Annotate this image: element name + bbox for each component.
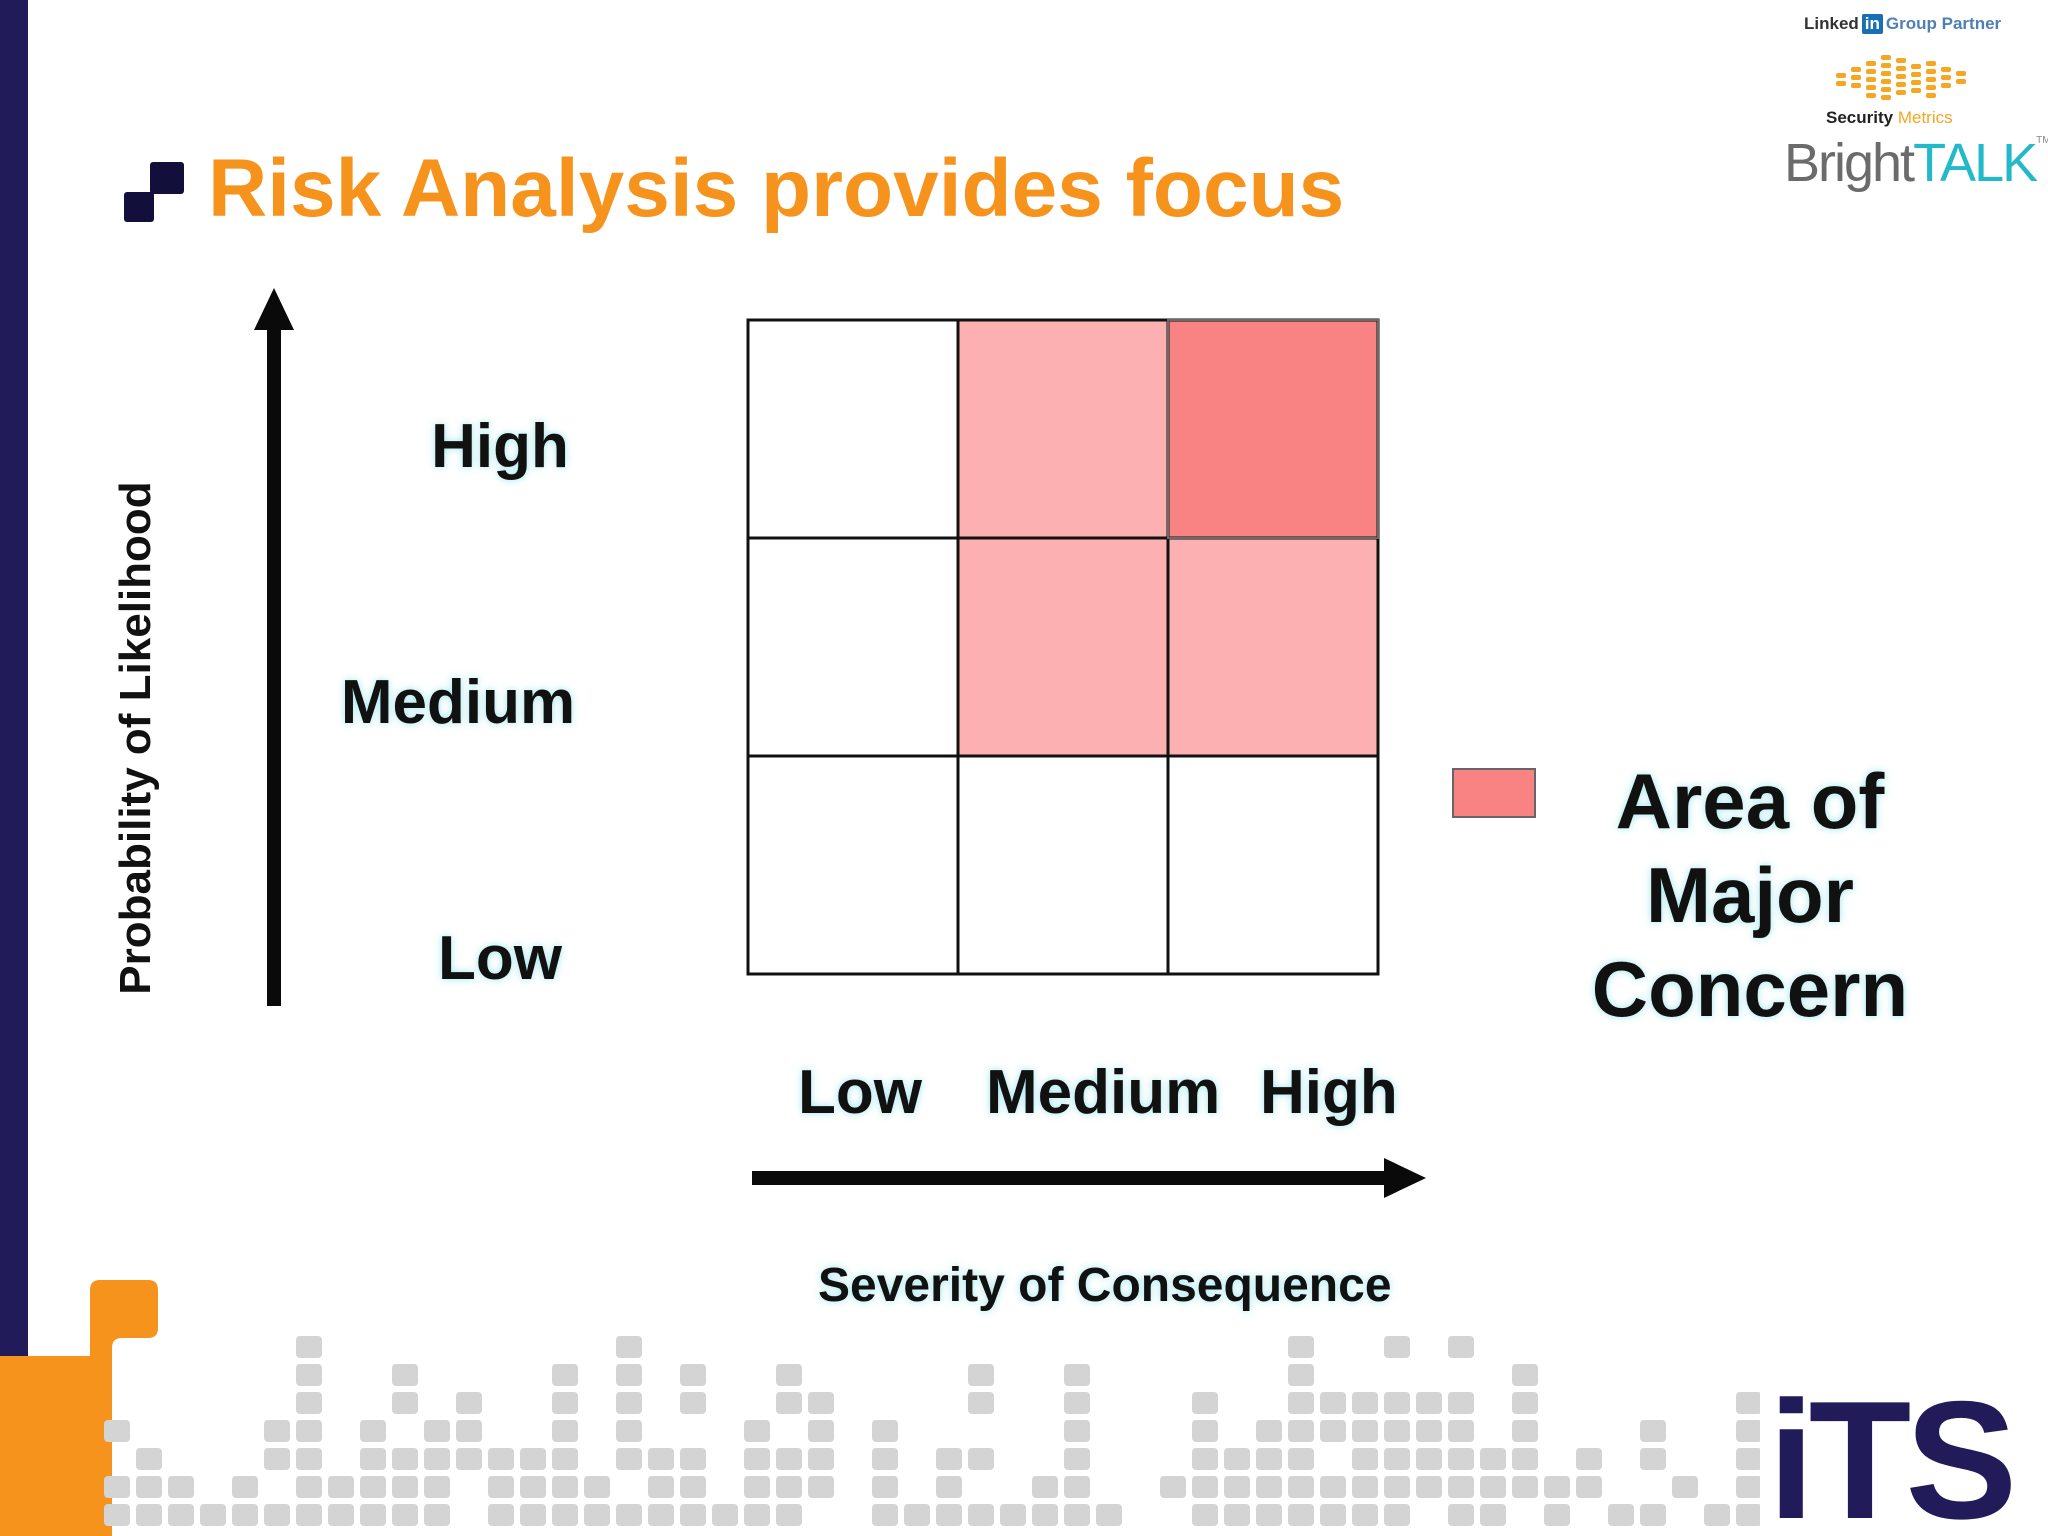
brighttalk-bright-text: Bright [1784, 133, 1915, 193]
x-level-low: Low [798, 1058, 922, 1127]
matrix-cell-medium-likelihood-low-severity [746, 536, 960, 758]
matrix-cell-low-likelihood-low-severity [746, 754, 960, 976]
matrix-cell-medium-likelihood-medium-severity [956, 536, 1170, 758]
security-metrics-icon [1836, 55, 1966, 100]
y-level-medium: Medium [340, 668, 576, 737]
matrix-cell-high-likelihood-low-severity [746, 318, 960, 540]
metrics-text: Metrics [1897, 108, 1953, 127]
y-axis-label: Probability of Likelihood [111, 481, 160, 995]
linkedin-wordmark: Linked [1804, 14, 1859, 33]
risk-matrix [746, 318, 1380, 976]
matrix-cell-high-likelihood-medium-severity [956, 318, 1170, 540]
grey-pixel-blocks [104, 1336, 1760, 1526]
matrix-cell-low-likelihood-high-severity [1166, 754, 1380, 976]
y-level-low: Low [438, 924, 562, 993]
pixel-pattern-decoration [0, 1280, 1760, 1536]
matrix-cell-low-likelihood-medium-severity [956, 754, 1170, 976]
linkedin-in-icon: in [1861, 14, 1883, 34]
matrix-cell-medium-likelihood-high-severity [1166, 536, 1380, 758]
y-level-high: High [431, 412, 569, 481]
matrix-cell-high-likelihood-high-severity [1166, 318, 1380, 540]
its-logo: iTS [1768, 1366, 2017, 1536]
slide-title: Risk Analysis provides focus [208, 143, 1345, 234]
security-text: Security [1826, 108, 1894, 127]
trademark-mark: TM [2036, 135, 2048, 146]
x-level-high: High [1260, 1058, 1398, 1127]
group-partner-text: Group Partner [1885, 14, 2002, 33]
orange-corner-shape [0, 1280, 158, 1536]
bullet-icon [124, 162, 184, 222]
x-axis-arrow [752, 1158, 1426, 1198]
matrix-highlight-outline [1167, 319, 1379, 539]
linkedin-group-partner: Linked in Group Partner [1804, 14, 2001, 34]
y-axis-arrow [254, 288, 294, 1006]
partner-logos: Linked in Group Partner Security Metrics B… [1770, 12, 2048, 202]
brighttalk-logo: BrightTALKTM [1784, 133, 2048, 193]
legend-swatch [1452, 768, 1536, 818]
x-axis-label: Severity of Consequence [818, 1259, 1392, 1312]
brighttalk-talk-text: TALK [1913, 133, 2038, 193]
x-level-medium: Medium [986, 1058, 1221, 1127]
left-accent-bar [0, 0, 28, 1380]
security-metrics-logo: Security Metrics [1826, 108, 1953, 128]
legend-label: Area of Major Concern [1591, 757, 1909, 1033]
